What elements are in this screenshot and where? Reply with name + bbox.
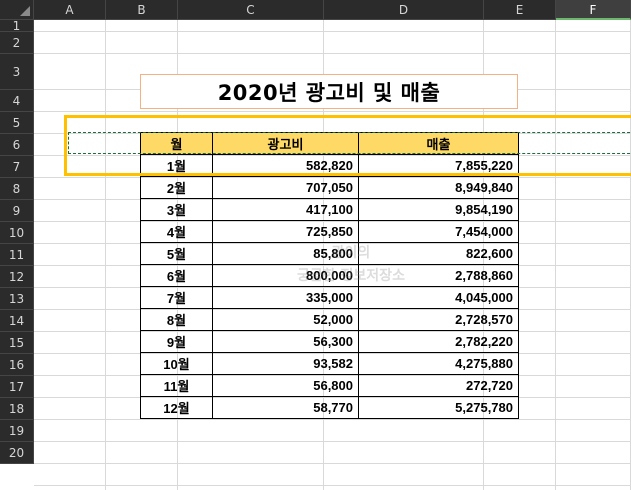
ad-cost-cell[interactable]: 52,000 bbox=[212, 308, 359, 331]
ad-cost-cell[interactable]: 56,800 bbox=[212, 374, 359, 397]
header-ad-cost[interactable]: 광고비 bbox=[212, 132, 359, 155]
month-cell[interactable]: 9월 bbox=[140, 330, 213, 353]
header-row: 월 광고비 매출 bbox=[140, 132, 519, 155]
table-row: 6월 800,000 2,788,860 bbox=[140, 264, 519, 287]
ad-cost-cell[interactable]: 85,800 bbox=[212, 242, 359, 265]
table-row: 4월 725,850 7,454,000 bbox=[140, 220, 519, 243]
row-header-19[interactable]: 19 bbox=[0, 420, 34, 442]
month-cell[interactable]: 8월 bbox=[140, 308, 213, 331]
sales-cell[interactable]: 8,949,840 bbox=[358, 176, 519, 199]
row-header-2[interactable]: 2 bbox=[0, 32, 34, 54]
title-cell[interactable]: 2020년 광고비 및 매출 bbox=[140, 74, 518, 109]
gridline-horizontal bbox=[34, 463, 631, 464]
month-cell[interactable]: 10월 bbox=[140, 352, 213, 375]
gridline-horizontal bbox=[34, 53, 631, 54]
column-header-d[interactable]: D bbox=[324, 0, 484, 20]
data-table: 월 광고비 매출 1월 582,820 7,855,220 2월 707,050 8,94… bbox=[140, 132, 519, 419]
row-header-16[interactable]: 16 bbox=[0, 354, 34, 376]
ad-cost-cell[interactable]: 800,000 bbox=[212, 264, 359, 287]
ad-cost-cell[interactable]: 725,850 bbox=[212, 220, 359, 243]
sales-cell[interactable]: 2,728,570 bbox=[358, 308, 519, 331]
row-header-9[interactable]: 9 bbox=[0, 200, 34, 222]
month-cell[interactable]: 11월 bbox=[140, 374, 213, 397]
row-header-5[interactable]: 5 bbox=[0, 112, 34, 134]
row-header-8[interactable]: 8 bbox=[0, 178, 34, 200]
table-row: 11월 56,800 272,720 bbox=[140, 374, 519, 397]
row-header-10[interactable]: 10 bbox=[0, 222, 34, 244]
header-sales[interactable]: 매출 bbox=[358, 132, 519, 155]
cell-grid[interactable]: 2020년 광고비 및 매출 월 광고비 매출 1월 582,820 7,855,2… bbox=[34, 20, 631, 490]
ad-cost-cell[interactable]: 417,100 bbox=[212, 198, 359, 221]
select-all-button[interactable] bbox=[0, 0, 34, 20]
table-row: 1월 582,820 7,855,220 bbox=[140, 154, 519, 177]
month-cell[interactable]: 12월 bbox=[140, 396, 213, 419]
sales-cell[interactable]: 2,788,860 bbox=[358, 264, 519, 287]
sales-cell[interactable]: 4,045,000 bbox=[358, 286, 519, 309]
header-month[interactable]: 월 bbox=[140, 132, 213, 155]
gridline-horizontal bbox=[34, 31, 631, 32]
row-header-14[interactable]: 14 bbox=[0, 310, 34, 332]
gridline-vertical bbox=[105, 20, 106, 490]
ad-cost-cell[interactable]: 93,582 bbox=[212, 352, 359, 375]
row-header-11[interactable]: 11 bbox=[0, 244, 34, 266]
row-header-1[interactable]: 1 bbox=[0, 19, 34, 33]
column-header-c[interactable]: C bbox=[178, 0, 324, 20]
table-row: 3월 417,100 9,854,190 bbox=[140, 198, 519, 221]
row-header-20[interactable]: 20 bbox=[0, 442, 34, 464]
month-cell[interactable]: 4월 bbox=[140, 220, 213, 243]
sales-cell[interactable]: 5,275,780 bbox=[358, 396, 519, 419]
row-header-12[interactable]: 12 bbox=[0, 266, 34, 288]
table-row: 5월 85,800 822,600 bbox=[140, 242, 519, 265]
row-header-3[interactable]: 3 bbox=[0, 54, 34, 90]
column-header-b[interactable]: B bbox=[106, 0, 178, 20]
gridline-horizontal bbox=[34, 441, 631, 442]
table-row: 8월 52,000 2,728,570 bbox=[140, 308, 519, 331]
sales-cell[interactable]: 4,275,880 bbox=[358, 352, 519, 375]
row-header-18[interactable]: 18 bbox=[0, 398, 34, 420]
ad-cost-cell[interactable]: 582,820 bbox=[212, 154, 359, 177]
gridline-vertical bbox=[555, 20, 556, 490]
gridline-horizontal bbox=[34, 419, 631, 420]
sales-cell[interactable]: 9,854,190 bbox=[358, 198, 519, 221]
month-cell[interactable]: 5월 bbox=[140, 242, 213, 265]
month-cell[interactable]: 2월 bbox=[140, 176, 213, 199]
month-cell[interactable]: 1월 bbox=[140, 154, 213, 177]
row-header-13[interactable]: 13 bbox=[0, 288, 34, 310]
sales-cell[interactable]: 2,782,220 bbox=[358, 330, 519, 353]
table-row: 7월 335,000 4,045,000 bbox=[140, 286, 519, 309]
ad-cost-cell[interactable]: 707,050 bbox=[212, 176, 359, 199]
column-header-f[interactable]: F bbox=[556, 0, 631, 20]
row-header-6[interactable]: 6 bbox=[0, 134, 34, 156]
sales-cell[interactable]: 7,454,000 bbox=[358, 220, 519, 243]
column-header-a[interactable]: A bbox=[34, 0, 106, 20]
gridline-horizontal bbox=[34, 111, 631, 112]
table-row: 10월 93,582 4,275,880 bbox=[140, 352, 519, 375]
gridline-horizontal bbox=[34, 485, 631, 486]
row-header-17[interactable]: 17 bbox=[0, 376, 34, 398]
ad-cost-cell[interactable]: 58,770 bbox=[212, 396, 359, 419]
month-cell[interactable]: 3월 bbox=[140, 198, 213, 221]
table-row: 12월 58,770 5,275,780 bbox=[140, 396, 519, 419]
sales-cell[interactable]: 822,600 bbox=[358, 242, 519, 265]
select-all-triangle-icon bbox=[20, 6, 30, 16]
row-header-7[interactable]: 7 bbox=[0, 156, 34, 178]
sales-cell[interactable]: 7,855,220 bbox=[358, 154, 519, 177]
column-header-e[interactable]: E bbox=[484, 0, 556, 20]
table-row: 2월 707,050 8,949,840 bbox=[140, 176, 519, 199]
table-row: 9월 56,300 2,782,220 bbox=[140, 330, 519, 353]
ad-cost-cell[interactable]: 335,000 bbox=[212, 286, 359, 309]
month-cell[interactable]: 7월 bbox=[140, 286, 213, 309]
ad-cost-cell[interactable]: 56,300 bbox=[212, 330, 359, 353]
sales-cell[interactable]: 272,720 bbox=[358, 374, 519, 397]
row-header-4[interactable]: 4 bbox=[0, 90, 34, 112]
month-cell[interactable]: 6월 bbox=[140, 264, 213, 287]
row-header-15[interactable]: 15 bbox=[0, 332, 34, 354]
